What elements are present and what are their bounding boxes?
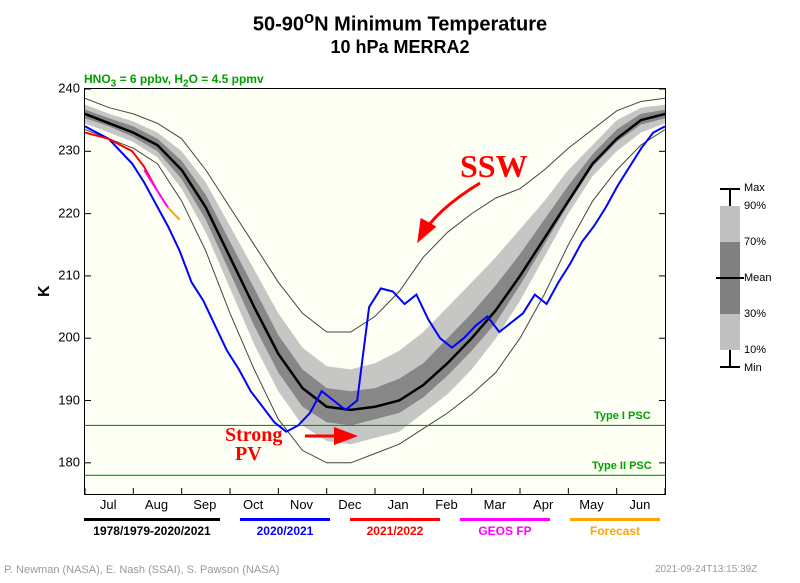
hno3-label: HNO3 = 6 ppbv, H2O = 4.5 ppmv [84, 72, 264, 89]
legend-label: GEOS FP [478, 524, 531, 538]
legend-line [84, 518, 220, 521]
colorbar-label: 70% [744, 236, 766, 248]
colorbar-label: Mean [744, 272, 772, 284]
xtick-label: Oct [243, 497, 263, 512]
ytick-label: 240 [2, 81, 80, 96]
colorbar-label: 10% [744, 344, 766, 356]
xtick-label: Feb [435, 497, 457, 512]
legend-label: Forecast [590, 524, 640, 538]
legend-line [570, 518, 660, 521]
credits-text: P. Newman (NASA), E. Nash (SSAI), S. Paw… [4, 564, 280, 576]
y-axis-label: K [36, 285, 54, 297]
xtick-label: Sep [193, 497, 216, 512]
psc-type2-label: Type II PSC [592, 460, 652, 472]
colorbar-label: Max [744, 182, 765, 194]
psc-type1-label: Type I PSC [594, 410, 651, 422]
legend-label: 2021/2022 [367, 524, 424, 538]
legend-line [350, 518, 440, 521]
chart-title-line1: 50-90oN Minimum Temperature [0, 8, 800, 37]
xtick-label: Jul [100, 497, 117, 512]
xtick-label: Jun [629, 497, 650, 512]
legend-label: 1978/1979-2020/2021 [93, 524, 210, 538]
ytick-label: 220 [2, 205, 80, 220]
chart-title-line2: 10 hPa MERRA2 [0, 37, 800, 59]
percentile-colorbar: Max90%70%Mean30%10%Min [720, 188, 800, 368]
xtick-label: Dec [338, 497, 361, 512]
legend-line [240, 518, 330, 521]
colorbar-label: Min [744, 362, 762, 374]
plot-svg [85, 89, 665, 494]
ytick-label: 210 [2, 267, 80, 282]
x-axis-ticks: Jul Aug Sep Oct Nov Dec Jan Feb Mar Apr May Jun [0, 493, 800, 517]
xtick-label: Jan [388, 497, 409, 512]
ytick-label: 230 [2, 143, 80, 158]
plot-area [84, 88, 666, 495]
legend-label: 2020/2021 [257, 524, 314, 538]
ytick-label: 200 [2, 330, 80, 345]
ytick-label: 180 [2, 454, 80, 469]
colorbar-label: 90% [744, 200, 766, 212]
xtick-label: May [579, 497, 604, 512]
xtick-label: Aug [145, 497, 168, 512]
xtick-label: Apr [533, 497, 553, 512]
ytick-label: 190 [2, 392, 80, 407]
colorbar-label: 30% [744, 308, 766, 320]
xtick-label: Mar [484, 497, 506, 512]
timestamp-text: 2021-09-24T13:15:39Z [655, 564, 757, 575]
legend-line [460, 518, 550, 521]
xtick-label: Nov [290, 497, 313, 512]
